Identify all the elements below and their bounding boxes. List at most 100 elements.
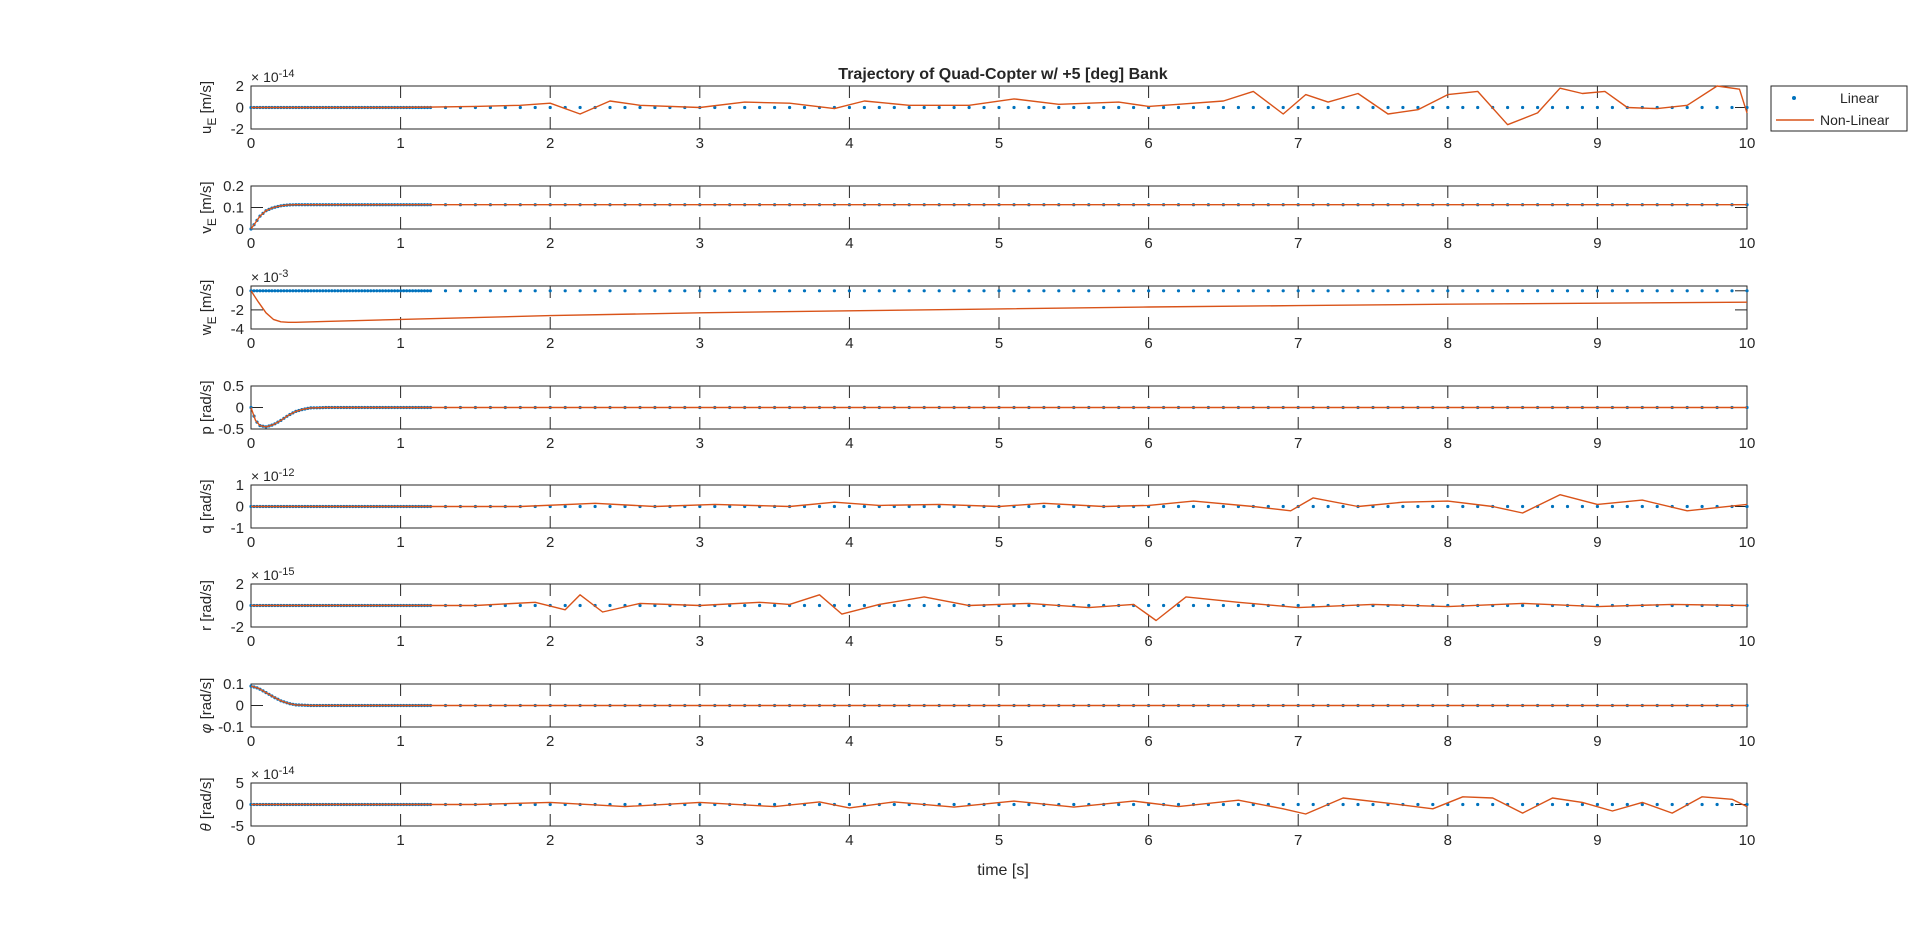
y-exponent-label: × 10-14 bbox=[251, 68, 295, 85]
x-tick-label: 9 bbox=[1593, 832, 1601, 849]
data-point-linear bbox=[1296, 289, 1300, 293]
data-point-linear bbox=[563, 289, 567, 293]
data-point-linear bbox=[1655, 802, 1659, 807]
data-point-linear bbox=[952, 603, 956, 608]
y-tick-label: 0.1 bbox=[223, 200, 244, 217]
data-point-linear bbox=[1595, 504, 1599, 509]
data-point-linear bbox=[802, 289, 807, 293]
data-point-linear bbox=[623, 289, 627, 293]
data-point-linear bbox=[1431, 802, 1435, 807]
data-point-linear bbox=[668, 289, 672, 293]
series-line-nonlinear bbox=[251, 796, 1748, 815]
data-point-linear bbox=[548, 802, 552, 807]
data-point-linear bbox=[390, 289, 394, 293]
y-tick-label: 2 bbox=[236, 576, 244, 593]
x-tick-label: 9 bbox=[1593, 235, 1601, 252]
x-tick-label: 5 bbox=[995, 633, 1003, 650]
y-axis-label: vE [m/s] bbox=[198, 181, 219, 233]
data-point-linear bbox=[1057, 105, 1061, 110]
x-tick-label: 1 bbox=[396, 832, 404, 849]
data-point-linear bbox=[1670, 289, 1674, 293]
subplot-7: 0 1 2 3 4 5 6 7 8 9 100.10-0.1φ [rad/s] bbox=[198, 676, 1755, 750]
data-point-linear bbox=[291, 289, 295, 293]
x-tick-label: 7 bbox=[1294, 832, 1302, 849]
y-axis-label: wE [m/s] bbox=[198, 280, 219, 337]
data-point-linear bbox=[473, 289, 477, 293]
data-point-linear bbox=[1595, 802, 1599, 807]
data-point-linear bbox=[1176, 289, 1181, 293]
data-point-linear bbox=[1012, 105, 1016, 110]
x-tick-label: 2 bbox=[546, 733, 554, 750]
data-point-linear bbox=[1595, 105, 1599, 110]
data-point-linear bbox=[773, 802, 777, 807]
data-point-linear bbox=[1281, 504, 1285, 509]
series-line-nonlinear bbox=[250, 204, 1747, 230]
data-point-linear bbox=[1625, 504, 1629, 509]
data-point-linear bbox=[758, 289, 762, 293]
data-point-linear bbox=[1087, 603, 1091, 608]
data-point-linear bbox=[315, 289, 319, 293]
y-exponent-label: × 10-12 bbox=[251, 467, 295, 484]
data-point-linear bbox=[817, 504, 822, 509]
x-tick-label: 3 bbox=[696, 633, 704, 650]
data-point-linear bbox=[1670, 802, 1674, 807]
data-point-linear bbox=[422, 289, 427, 293]
data-point-linear bbox=[428, 289, 433, 293]
data-point-linear bbox=[425, 289, 430, 293]
data-point-linear bbox=[1206, 603, 1210, 608]
y-tick-label: -2 bbox=[231, 121, 244, 138]
data-point-linear bbox=[1386, 504, 1390, 509]
data-point-linear bbox=[518, 603, 522, 608]
y-axis-label: φ [rad/s] bbox=[198, 678, 215, 734]
x-tick-label: 8 bbox=[1444, 135, 1452, 152]
x-tick-label: 5 bbox=[995, 335, 1003, 352]
data-point-linear bbox=[345, 289, 349, 293]
data-point-linear bbox=[713, 105, 717, 110]
data-point-linear bbox=[261, 289, 265, 293]
x-tick-label: 10 bbox=[1739, 733, 1756, 750]
data-point-linear bbox=[1162, 105, 1166, 110]
data-point-linear bbox=[381, 289, 385, 293]
x-tick-label: 10 bbox=[1739, 335, 1756, 352]
data-point-linear bbox=[1565, 504, 1570, 509]
data-point-linear bbox=[1162, 603, 1166, 608]
data-point-linear bbox=[336, 289, 340, 293]
x-tick-label: 2 bbox=[546, 135, 554, 152]
data-point-linear bbox=[1715, 105, 1719, 110]
y-tick-label: 1 bbox=[236, 477, 244, 494]
data-point-linear bbox=[1610, 504, 1614, 509]
data-point-linear bbox=[1700, 504, 1704, 509]
y-tick-label: -0.1 bbox=[218, 719, 244, 736]
data-point-linear bbox=[288, 289, 292, 293]
data-point-linear bbox=[1416, 802, 1420, 807]
data-point-linear bbox=[1341, 504, 1345, 509]
data-point-linear bbox=[330, 289, 334, 293]
data-point-linear bbox=[297, 289, 301, 293]
x-tick-label: 10 bbox=[1739, 633, 1756, 650]
data-point-linear bbox=[1281, 105, 1285, 110]
y-tick-label: 0.5 bbox=[223, 378, 244, 395]
data-point-linear bbox=[503, 289, 507, 293]
data-point-linear bbox=[1027, 105, 1031, 110]
legend[interactable]: Linear Non-Linear bbox=[1770, 85, 1908, 132]
data-point-linear bbox=[907, 504, 911, 509]
x-tick-label: 8 bbox=[1444, 335, 1452, 352]
data-point-linear bbox=[348, 289, 352, 293]
x-tick-label: 2 bbox=[546, 435, 554, 452]
data-point-linear bbox=[533, 603, 537, 608]
y-tick-label: -4 bbox=[231, 321, 244, 338]
data-point-linear bbox=[1176, 603, 1181, 608]
y-tick-label: 0 bbox=[236, 283, 244, 300]
data-point-linear bbox=[997, 289, 1001, 293]
data-point-linear bbox=[1521, 504, 1525, 509]
data-point-linear bbox=[1281, 802, 1285, 807]
data-point-linear bbox=[1745, 802, 1749, 807]
x-tick-label: 4 bbox=[845, 534, 853, 551]
data-point-linear bbox=[758, 105, 762, 110]
data-point-linear bbox=[623, 504, 627, 509]
data-point-linear bbox=[1416, 289, 1420, 293]
data-point-linear bbox=[267, 289, 271, 293]
data-point-linear bbox=[1281, 289, 1285, 293]
data-point-linear bbox=[1072, 289, 1076, 293]
